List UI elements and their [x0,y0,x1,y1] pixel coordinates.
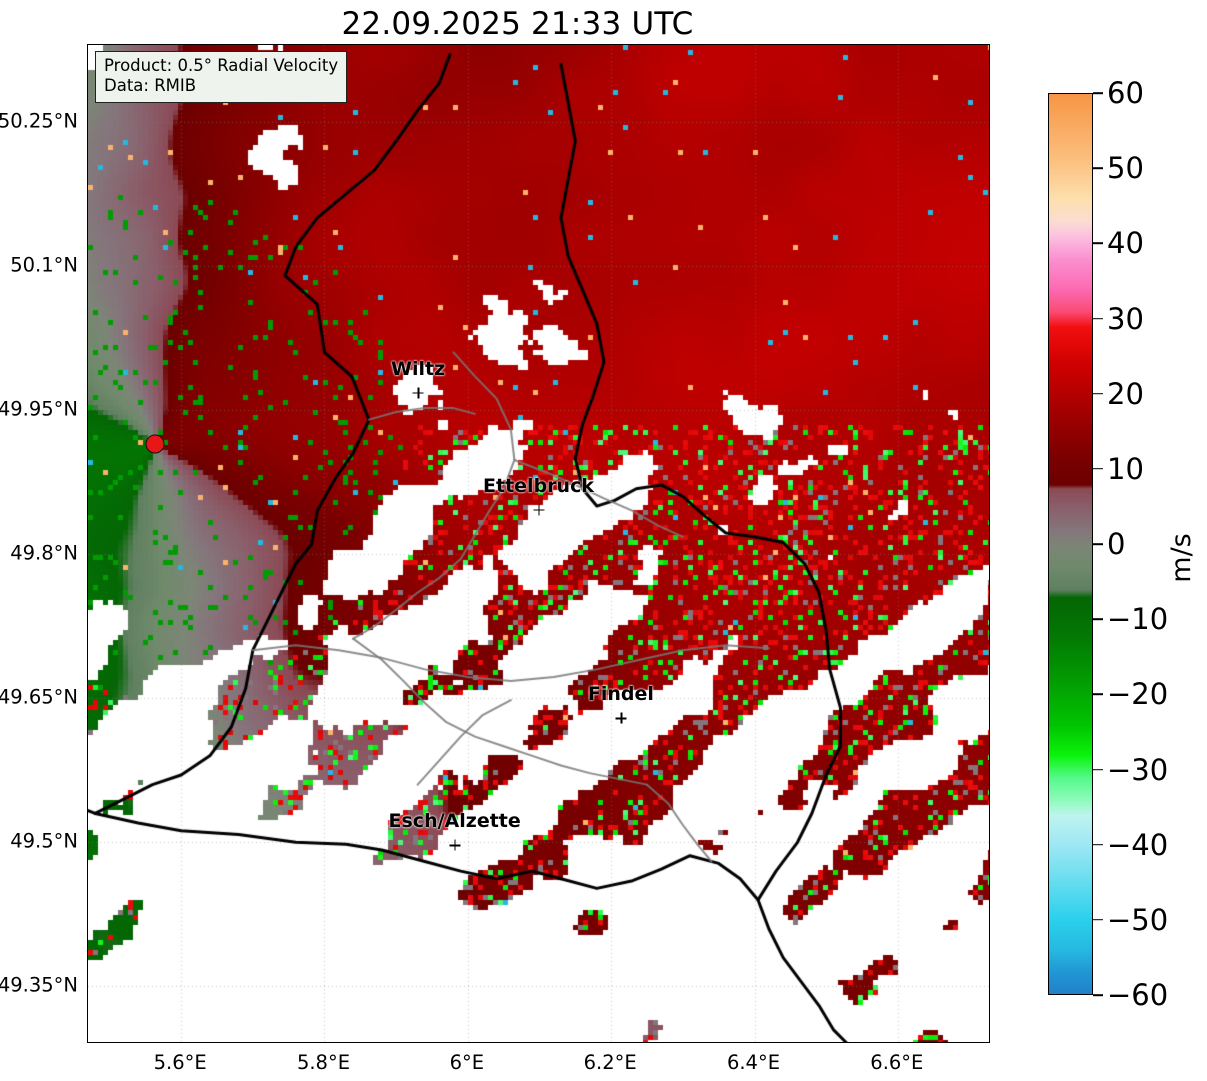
colorbar[interactable] [1048,93,1093,995]
colorbar-tick-label: 50 [1107,151,1144,186]
colorbar-tick [1093,693,1103,696]
colorbar-tick [1093,317,1103,320]
product-info-box: Product: 0.5° Radial Velocity Data: RMIB [95,51,348,103]
colorbar-tick-label: −50 [1107,902,1169,937]
colorbar-gradient [1049,94,1092,994]
colorbar-tick [1093,468,1103,470]
colorbar-tick [1093,618,1103,620]
colorbar-tick [1093,543,1103,545]
x-axis-tick-label: 6.4°E [726,1051,781,1074]
y-axis-tick-label: 50.25°N [0,109,78,133]
x-axis-tick-label: 6°E [449,1051,485,1074]
colorbar-tick-label: −60 [1107,978,1169,1012]
colorbar-tick [1093,994,1103,996]
x-axis-tick-label: 5.8°E [296,1051,351,1074]
y-axis-tick-label: 49.5°N [10,829,78,853]
colorbar-tick [1093,167,1103,169]
colorbar-tick-label: −30 [1107,752,1169,787]
x-axis-tick-label: 5.6°E [153,1051,207,1074]
y-axis-tick-label: 49.8°N [10,541,78,565]
page-title: 22.09.2025 21:33 UTC [341,6,694,42]
y-axis-tick-label: 49.65°N [0,685,78,709]
colorbar-tick-label: −10 [1107,602,1169,637]
y-axis-tick-label: 50.1°N [10,253,78,277]
colorbar-tick [1093,392,1103,395]
colorbar-tick-label: −40 [1107,827,1169,862]
data-source-line: Data: RMIB [104,76,197,96]
x-axis-tick-label: 6.2°E [583,1051,637,1074]
colorbar-tick [1093,919,1103,921]
colorbar-tick [1093,92,1103,94]
colorbar-tick [1093,843,1103,846]
colorbar-tick-label: 0 [1107,527,1126,561]
colorbar-tick-label: 30 [1107,301,1144,336]
colorbar-unit-label: m/s [1166,533,1197,583]
product-line: Product: 0.5° Radial Velocity [104,56,339,75]
colorbar-tick-label: 10 [1107,451,1144,486]
map-plot-area[interactable] [87,44,990,1043]
colorbar-tick-label: 60 [1107,76,1144,110]
colorbar-tick-label: −20 [1107,677,1169,712]
colorbar-tick-label: 20 [1107,376,1144,411]
colorbar-tick-label: 40 [1107,226,1144,261]
y-axis-tick-label: 49.95°N [0,397,78,421]
radar-velocity-field [88,45,989,1042]
colorbar-tick [1093,768,1103,771]
x-axis-tick-label: 6.6°E [870,1051,924,1074]
y-axis-tick-label: 49.35°N [0,973,78,997]
colorbar-tick [1093,242,1103,245]
